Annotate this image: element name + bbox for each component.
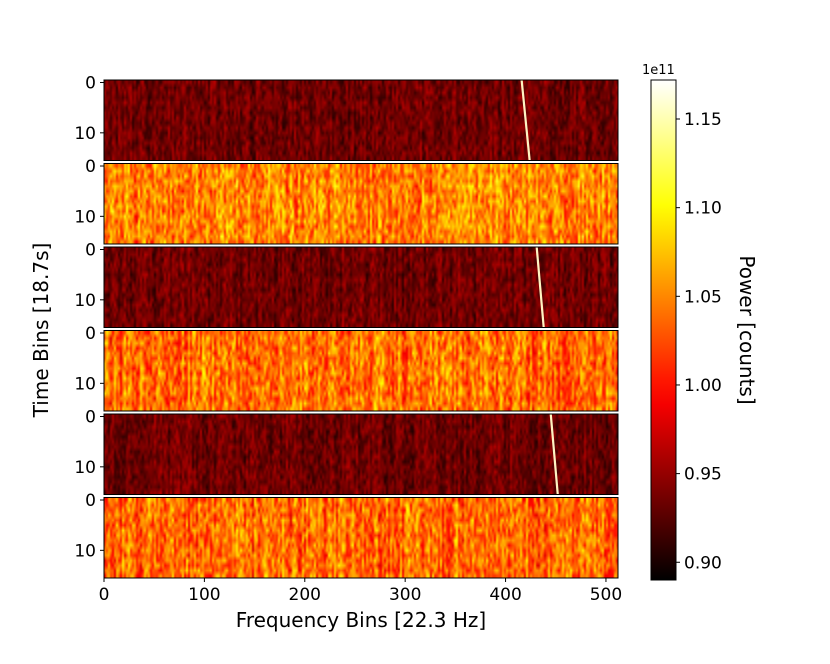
panel-2-ytick-label: 10 (74, 207, 96, 227)
panel-1: 0 10 (74, 74, 619, 161)
panels-layer: 0 10 0 10 0 10 0 10 0 10 0 10 (74, 74, 619, 579)
x-tick-label: 100 (188, 585, 220, 605)
panel-4-ytick-label: 10 (74, 374, 96, 394)
panel-2-ytick-label: 0 (85, 157, 96, 177)
colorbar-tick-label: 0.95 (684, 465, 722, 485)
colorbar: 0.90 0.95 1.00 1.05 1.10 1.15 (650, 79, 722, 581)
panel-4-ytick-label: 0 (85, 324, 96, 344)
x-tick-label: 300 (389, 585, 421, 605)
y-axis-label: Time Bins [18.7s] (29, 243, 53, 419)
colorbar-tick-label: 0.90 (684, 553, 722, 573)
panel-6-ytick-label: 0 (85, 491, 96, 511)
panel-3-ytick-label: 10 (74, 291, 96, 311)
x-axis-label: Frequency Bins [22.3 Hz] (236, 608, 486, 632)
panel-2-heatmap (104, 163, 618, 244)
panel-6: 0 10 (74, 491, 619, 579)
panel-3-heatmap (104, 247, 618, 328)
panel-1-frame (103, 79, 619, 161)
panel-5-ytick-label: 0 (85, 408, 96, 428)
panel-4-heatmap (104, 330, 618, 411)
colorbar-tick-label: 1.00 (684, 376, 722, 396)
panel-5: 0 10 (74, 408, 619, 495)
panel-1-heatmap (104, 80, 618, 161)
x-axis: 0 100 200 300 400 500 (99, 578, 622, 605)
panel-4-frame (103, 330, 619, 412)
panel-3: 0 10 (74, 241, 619, 328)
x-tick-label: 500 (590, 585, 622, 605)
panel-1-ytick-label: 0 (85, 74, 96, 94)
panel-3-drifting-signal (535, 246, 545, 328)
panel-5-drifting-signal (549, 413, 559, 495)
panel-6-frame (103, 497, 619, 579)
panel-6-heatmap (104, 497, 618, 578)
x-tick-label: 200 (289, 585, 321, 605)
x-tick-label: 400 (489, 585, 521, 605)
panel-1-ytick-label: 10 (74, 124, 96, 144)
panel-3-frame (103, 246, 619, 328)
colorbar-tick-label: 1.05 (684, 287, 722, 307)
panel-3-ytick-label: 0 (85, 241, 96, 261)
panel-5-frame (103, 413, 619, 495)
panel-5-heatmap (104, 414, 618, 495)
panel-4: 0 10 (74, 324, 619, 412)
panel-2-frame (103, 163, 619, 245)
colorbar-offset-text: 1e11 (642, 63, 675, 78)
panel-5-ytick-label: 10 (74, 458, 96, 478)
panel-1-drifting-signal (520, 79, 531, 161)
x-tick-label: 0 (99, 585, 110, 605)
colorbar-tick-label: 1.15 (684, 110, 722, 130)
panel-2: 0 10 (74, 157, 619, 245)
colorbar-tick-label: 1.10 (684, 199, 722, 219)
colorbar-ramp (650, 79, 677, 581)
colorbar-label: Power [counts] (735, 255, 759, 404)
panel-6-ytick-label: 10 (74, 541, 96, 561)
